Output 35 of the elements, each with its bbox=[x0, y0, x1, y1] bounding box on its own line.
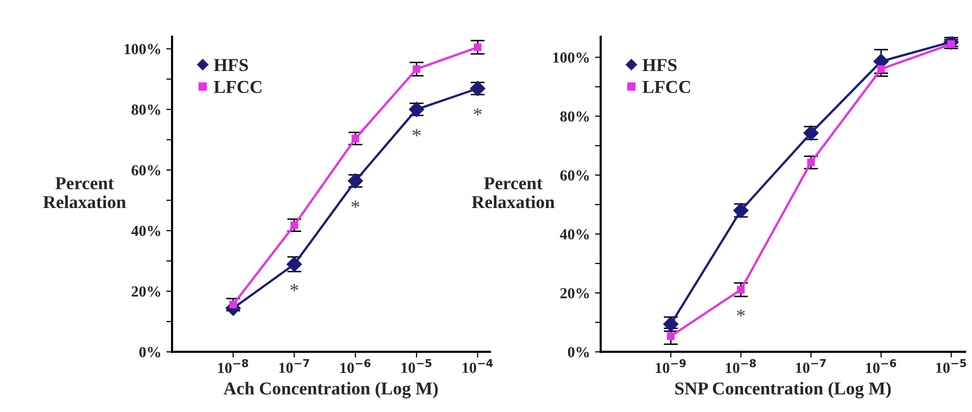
y-tick-label: 100% bbox=[553, 52, 589, 63]
annotation: * bbox=[736, 309, 745, 317]
annotation: * bbox=[474, 108, 482, 116]
y-axis-title: Percent Relaxation bbox=[472, 177, 555, 208]
x-tick-label: 10$^{−7}$ bbox=[796, 359, 826, 373]
x-tick-label: 10$^{−9}$ bbox=[656, 359, 686, 374]
y-tick-label: 60% bbox=[560, 170, 589, 181]
x-tick-label: 10$^{−4}$ bbox=[462, 359, 493, 373]
y-tick-label: 20% bbox=[560, 288, 589, 298]
y-tick-label: 0% bbox=[568, 346, 589, 358]
x-tick-label: 10$^{−6}$ bbox=[340, 359, 370, 374]
x-tick-label: 10$^{−7}$ bbox=[279, 359, 310, 373]
y-tick-label: 100% bbox=[124, 44, 160, 54]
annotation: * bbox=[290, 284, 298, 292]
x-axis-title: Ach Concentration (Log M) bbox=[224, 382, 438, 398]
x-tick-label: 10$^{−5}$ bbox=[936, 359, 966, 373]
x-tick-label: 10$^{−8}$ bbox=[726, 359, 756, 374]
y-tick-label: 60% bbox=[132, 165, 160, 176]
annotation: * bbox=[352, 200, 360, 208]
y-tick-label: 40% bbox=[560, 229, 589, 240]
legend-label: LFCC bbox=[214, 80, 262, 94]
x-tick-label: 10$^{−5}$ bbox=[402, 359, 432, 373]
y-tick-label: 20% bbox=[132, 286, 160, 297]
x-tick-label: 10$^{−8}$ bbox=[218, 359, 248, 374]
y-tick-label: 40% bbox=[131, 226, 160, 236]
y-tick-label: 0% bbox=[139, 346, 160, 358]
x-axis-title: SNP Concentration (Log M) bbox=[675, 382, 891, 398]
annotation: * bbox=[412, 129, 420, 136]
y-tick-label: 80% bbox=[132, 104, 160, 115]
legend-label: LFCC bbox=[642, 80, 690, 94]
x-tick-label: 10$^{−6}$ bbox=[866, 359, 896, 374]
legend-label: HFS bbox=[642, 59, 677, 72]
legend-label: HFS bbox=[214, 59, 248, 72]
y-axis-title: Percent Relaxation bbox=[43, 177, 126, 208]
y-tick-label: 80% bbox=[560, 111, 589, 122]
